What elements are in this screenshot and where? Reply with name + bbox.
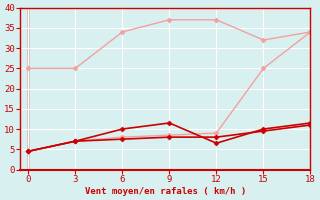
X-axis label: Vent moyen/en rafales ( km/h ): Vent moyen/en rafales ( km/h ) xyxy=(85,187,246,196)
